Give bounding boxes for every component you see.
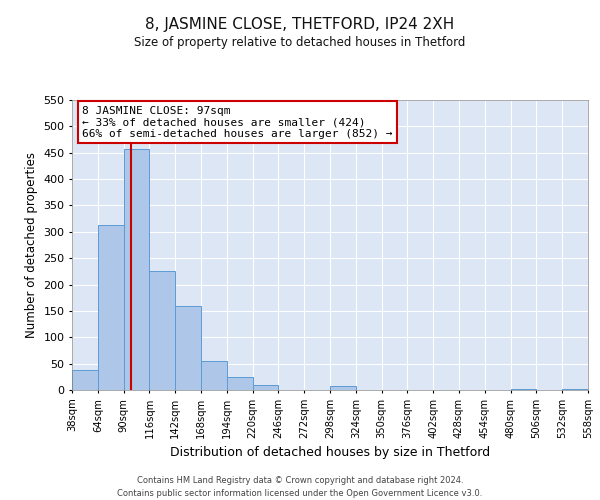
Bar <box>98 226 124 390</box>
Bar <box>72 370 98 390</box>
Text: 8, JASMINE CLOSE, THETFORD, IP24 2XH: 8, JASMINE CLOSE, THETFORD, IP24 2XH <box>145 18 455 32</box>
Bar <box>330 386 356 390</box>
Bar <box>253 384 278 390</box>
Bar <box>175 306 201 390</box>
Text: Contains HM Land Registry data © Crown copyright and database right 2024.
Contai: Contains HM Land Registry data © Crown c… <box>118 476 482 498</box>
Text: 8 JASMINE CLOSE: 97sqm
← 33% of detached houses are smaller (424)
66% of semi-de: 8 JASMINE CLOSE: 97sqm ← 33% of detached… <box>82 106 393 139</box>
Bar <box>149 271 175 390</box>
Bar <box>227 378 253 390</box>
X-axis label: Distribution of detached houses by size in Thetford: Distribution of detached houses by size … <box>170 446 490 460</box>
Bar <box>124 148 149 390</box>
Bar <box>201 361 227 390</box>
Y-axis label: Number of detached properties: Number of detached properties <box>25 152 38 338</box>
Text: Size of property relative to detached houses in Thetford: Size of property relative to detached ho… <box>134 36 466 49</box>
